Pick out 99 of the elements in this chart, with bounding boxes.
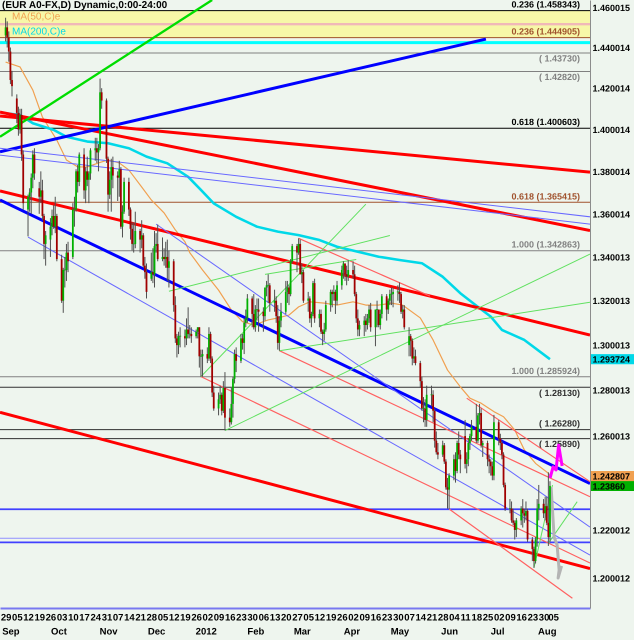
x-tick-label: 14 (415, 612, 427, 624)
x-tick-label: 11 (460, 612, 472, 624)
x-tick-label: 19 (180, 612, 191, 624)
text: MA(50,C)e (12, 12, 61, 22)
x-tick-label: 30 (247, 612, 258, 624)
y-tick-label: 1.360014 (592, 209, 630, 220)
y-tick-label: 1.242807 (592, 472, 630, 482)
x-tick-label: 26 (46, 612, 56, 624)
x-tick-label: 05 (12, 612, 24, 624)
x-tick-label: 12 (23, 612, 34, 624)
x-tick-label: 10 (68, 612, 79, 624)
ref-line-label: ( 1.28130) (538, 388, 580, 398)
ref-line-label: ( 1.43730) (538, 53, 580, 64)
candlestick (408, 326, 410, 357)
candlestick (392, 286, 394, 308)
x2-tick-label: Aug (538, 626, 557, 638)
candlestick (510, 500, 512, 524)
y-tick-label: 1.460015 (592, 2, 630, 13)
x-tick-label: 09 (505, 612, 516, 624)
candlestick (258, 298, 260, 332)
x-tick-label: 13 (270, 612, 280, 624)
x2-tick-label: Jun (441, 626, 458, 638)
line-series (550, 486, 564, 580)
x-tick-label: 19 (326, 612, 336, 624)
x2-tick-label: Jul (490, 626, 505, 638)
y-tick-label: 1.400014 (592, 124, 630, 135)
x-tick-label: 31 (102, 612, 113, 624)
x-tick-label: 19 (34, 612, 46, 624)
chart-title: (EUR A0-FX,D) Dynamic,0:00-24:00 (2, 0, 168, 11)
ref-line-label: ( 1.42820) (538, 72, 580, 82)
x2-tick-label: May (390, 626, 410, 638)
x-tick-label: 18 (472, 612, 482, 624)
x-tick-label: 05 (158, 612, 170, 624)
x-tick-label: 02 (348, 612, 359, 624)
x-tick-label: 16 (370, 612, 382, 624)
x-tick-label: 05 (548, 612, 560, 624)
ref-line-label: ( 1.26280) (538, 418, 580, 429)
ref-line-label: 0.618 (1.365415) (511, 191, 580, 202)
ref-line-label: 1.000 (1.342863) (511, 240, 580, 250)
x2-tick-label: Dec (148, 626, 166, 638)
x-tick-label: 05 (303, 612, 315, 624)
y-tick-label: 1.293724 (592, 354, 630, 365)
x-tick-label: 03 (56, 612, 68, 624)
x-tick-label: 09 (359, 612, 370, 624)
y-tick-label: 1.340013 (592, 252, 630, 262)
x-tick-label: 30 (393, 612, 404, 624)
y-tick-label: 1.440014 (592, 42, 630, 53)
x-tick-label: 02 (494, 612, 505, 624)
x2-tick-label: Feb (247, 626, 265, 638)
x-tick-label: 07 (112, 612, 124, 624)
x-tick-label: 23 (236, 612, 247, 624)
y-tick-label: 1.220012 (592, 525, 630, 536)
x-tick-label: 26 (191, 612, 202, 624)
x-tick-label: 12 (168, 612, 180, 624)
y-tick-label: 1.23860 (592, 481, 626, 492)
x-tick-label: 27 (292, 612, 303, 624)
y-tick-label: 1.320013 (592, 296, 630, 306)
x-tick-label: 28 (146, 612, 158, 624)
x2-tick-label: Sep (2, 626, 20, 638)
x-tick-label: 06 (258, 612, 270, 624)
candlestick (542, 498, 544, 519)
ref-line-label: 0.618 (1.400603) (511, 117, 580, 128)
x-tick-label: 28 (438, 612, 448, 624)
y-tick-label: 1.260013 (592, 432, 630, 442)
x2-tick-label: Oct (51, 626, 68, 638)
x-tick-label: 02 (202, 612, 214, 624)
x-tick-label: 17 (79, 612, 90, 624)
y-tick-label: 1.420014 (592, 84, 630, 94)
x-tick-label: 20 (281, 612, 292, 624)
x-tick-label: 30 (538, 612, 550, 624)
y-tick-label: 1.380014 (592, 166, 630, 177)
x-tick-label: 12 (314, 612, 326, 624)
ref-line-label: 1.000 (1.285924) (511, 366, 580, 376)
text: MA(200,C)e (12, 26, 66, 38)
x-tick-label: 21 (426, 612, 438, 624)
y-tick-label: 1.300013 (592, 340, 630, 351)
y-tick-label: 1.280013 (592, 386, 630, 396)
x2-tick-label: Mar (294, 626, 312, 638)
x-tick-label: 21 (135, 612, 147, 624)
ref-line-label: 0.236 (1.458343) (511, 0, 580, 10)
x-tick-label: 14 (124, 612, 136, 624)
x-tick-label: 16 (224, 612, 236, 624)
x-tick-label: 09 (214, 612, 224, 624)
x2-tick-label: Apr (344, 626, 360, 638)
x-tick-label: 23 (528, 612, 538, 624)
x-tick-label: 26 (337, 612, 348, 624)
x2-tick-label: Nov (100, 626, 118, 638)
x-tick-label: 07 (404, 612, 415, 624)
candlestick (202, 349, 204, 378)
x-tick-label: 29 (0, 612, 12, 624)
candlestick (94, 137, 96, 162)
x-tick-label: 23 (382, 612, 392, 624)
x2-tick-label: 2012 (196, 626, 217, 638)
x-tick-label: 25 (482, 612, 494, 624)
x-tick-label: 24 (90, 612, 102, 624)
x-tick-label: 16 (516, 612, 527, 624)
x-tick-label: 04 (449, 612, 460, 624)
y-tick-label: 1.200012 (592, 573, 630, 584)
ref-line-label: 0.236 (1.444905) (511, 26, 580, 37)
